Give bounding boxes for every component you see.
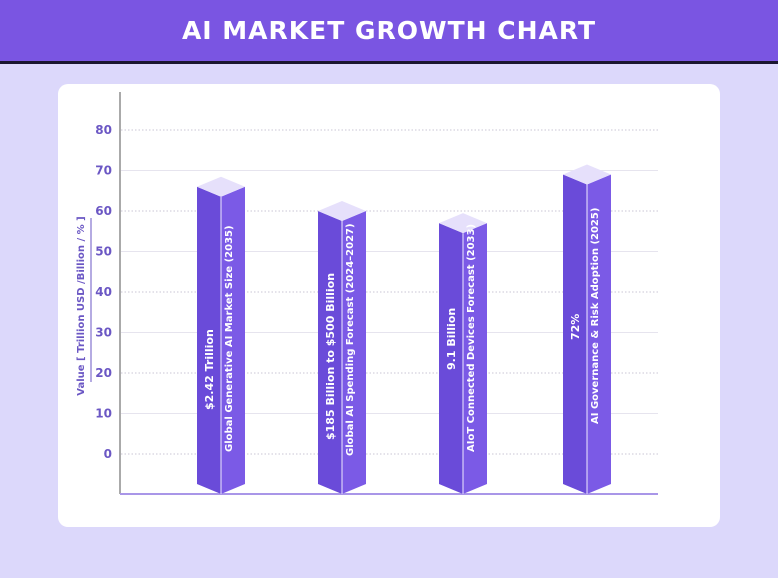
chart-header: AI MARKET GROWTH CHART [0, 0, 778, 64]
bar-top-face [563, 164, 611, 185]
y-tick-label: 40 [95, 285, 112, 299]
bar: $2.42 Trillion Global Generative AI Marke… [197, 176, 245, 494]
y-tick-label: 80 [95, 123, 112, 137]
bar-category-label: AIoT Connected Devices Forecast (2033) [466, 224, 477, 452]
bar-left-face [318, 211, 342, 494]
bar-category-label: Global AI Spending Forecast (2024–2027) [345, 223, 356, 456]
bar-right-face [342, 211, 366, 494]
y-tick-label: 70 [95, 164, 112, 178]
y-tick-label: 30 [95, 326, 112, 340]
bar: 72% AI Governance & Risk Adoption (2025) [563, 164, 611, 495]
y-tick-label: 10 [95, 407, 112, 421]
bar-value-label: $2.42 Trillion [203, 329, 216, 410]
bar-right-face [221, 186, 245, 494]
chart-title: AI MARKET GROWTH CHART [181, 16, 597, 45]
bar-left-face [563, 174, 587, 495]
bar-left-face [439, 223, 463, 494]
bar: $185 Billion to $500 Billion Global AI Sp… [318, 201, 366, 494]
bar-left-face [197, 186, 221, 494]
y-tick-label: 20 [95, 366, 112, 380]
y-tick-label: 60 [95, 204, 112, 218]
y-tick-label: 50 [95, 245, 112, 259]
bar-right-face [587, 174, 611, 495]
bar-value-label: 72% [569, 314, 582, 340]
bar-top-face [439, 213, 487, 234]
bar-top-face [197, 176, 245, 197]
y-axis-label: Value [ Trillion USD /Billion / % ] [76, 216, 87, 395]
bar-right-face [463, 223, 487, 494]
bar-top-face [318, 201, 366, 221]
bar: 9.1 Billion AIoT Connected Devices Foreca… [439, 213, 487, 494]
bar-value-label: 9.1 Billion [445, 308, 458, 370]
bar-category-label: Global Generative AI Market Size (2035) [224, 225, 235, 452]
y-tick-label: 0 [104, 447, 112, 461]
bar-category-label: AI Governance & Risk Adoption (2025) [590, 208, 601, 424]
bar-value-label: $185 Billion to $500 Billion [324, 273, 337, 440]
